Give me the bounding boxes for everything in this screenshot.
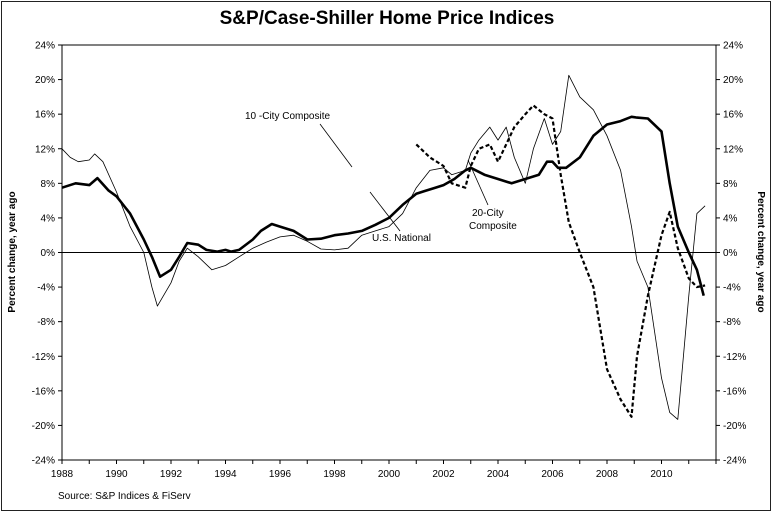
x-tick-label: 2010 <box>650 469 673 480</box>
annotations: 10 -City Composite U.S. National 20-City Co… <box>245 111 517 244</box>
annotation-leader-20-city <box>467 159 489 206</box>
y-tick-label-left: -16% <box>32 386 55 397</box>
y-tick-label-right: 16% <box>723 110 743 121</box>
y-tick-label-left: 20% <box>35 75 55 86</box>
y-tick-label-left: -24% <box>32 456 55 467</box>
y-tick-label-left: 0% <box>41 248 56 259</box>
y-tick-label-right: -12% <box>723 352 746 363</box>
y-axis-right: 24% 20% 16% 12% 8% 4% 0% -4% -8% -12% -16% -20% -24% <box>716 41 746 467</box>
x-tick-label: 2000 <box>378 469 401 480</box>
y-tick-label-left: 8% <box>41 179 56 190</box>
y-tick-label-left: -12% <box>32 352 55 363</box>
annotation-leader-10-city <box>319 123 353 168</box>
y-tick-label-right: -24% <box>723 456 746 467</box>
y-axis-label-left: Percent change, year ago <box>7 191 18 312</box>
x-tick-label: 1994 <box>214 469 237 480</box>
y-tick-label-right: -4% <box>723 283 741 294</box>
annotation-20-city-line2: Composite <box>469 221 517 232</box>
y-tick-label-right: -20% <box>723 421 746 432</box>
annotation-10-city: 10 -City Composite <box>245 111 330 122</box>
series-lines <box>61 74 706 420</box>
annotation-leader-us-national <box>369 191 401 232</box>
y-tick-label-left: -20% <box>32 421 55 432</box>
y-tick-label-left: 24% <box>35 41 55 52</box>
y-tick-label-left: 4% <box>41 213 56 224</box>
x-tick-label: 2006 <box>541 469 564 480</box>
y-tick-label-right: 8% <box>723 179 738 190</box>
y-tick-label-left: 16% <box>35 110 55 121</box>
y-tick-label-left: 12% <box>35 144 55 155</box>
plot-area <box>61 44 717 461</box>
y-tick-label-right: -8% <box>723 317 741 328</box>
x-tick-label: 2008 <box>596 469 619 480</box>
x-tick-label: 1988 <box>51 469 74 480</box>
x-tick-label: 1990 <box>105 469 128 480</box>
series-line-10-city-composite <box>61 74 706 420</box>
series-line-u-s-national <box>61 115 705 297</box>
x-tick-label: 1996 <box>269 469 292 480</box>
series-line-20-city-composite <box>415 104 706 418</box>
x-tick-label: 2002 <box>432 469 455 480</box>
y-tick-label-right: 12% <box>723 144 743 155</box>
x-tick-label: 1992 <box>160 469 183 480</box>
y-tick-label-right: 4% <box>723 213 738 224</box>
source-note: Source: S&P Indices & FiServ <box>58 491 191 502</box>
x-tick-label: 2004 <box>487 469 510 480</box>
y-axis-left: 24% 20% 16% 12% 8% 4% 0% -4% -8% -12% -16% -20% -24% <box>32 41 62 467</box>
y-tick-label-left: -4% <box>37 283 55 294</box>
annotation-20-city-line1: 20-City <box>472 208 504 219</box>
chart-title: S&P/Case-Shiller Home Price Indices <box>219 8 555 29</box>
annotation-us-national: U.S. National <box>372 233 431 244</box>
y-tick-label-right: 24% <box>723 41 743 52</box>
x-axis: 1988 1990 1992 1994 1996 1998 2000 2002 2004 2006… <box>51 460 717 480</box>
y-tick-label-right: 0% <box>723 248 738 259</box>
y-tick-label-right: 20% <box>723 75 743 86</box>
y-tick-label-right: -16% <box>723 386 746 397</box>
x-tick-label: 1998 <box>323 469 346 480</box>
y-axis-label-right: Percent change, year ago <box>755 191 766 312</box>
y-tick-label-left: -8% <box>37 317 55 328</box>
